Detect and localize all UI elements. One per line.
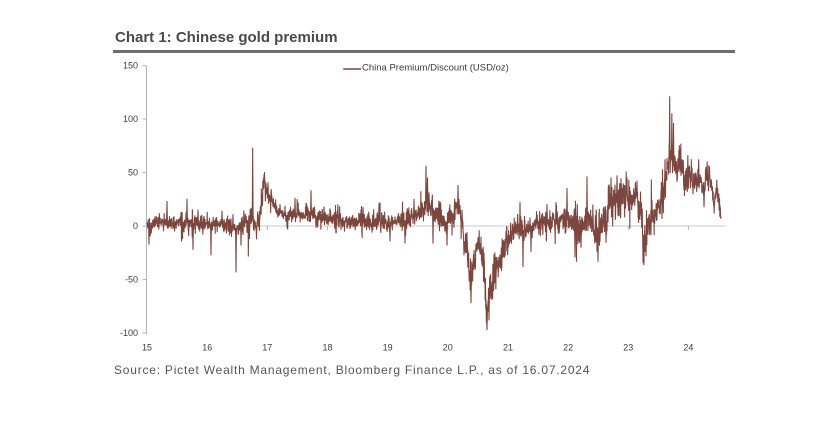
svg-text:22: 22 <box>563 342 573 352</box>
svg-text:21: 21 <box>503 342 513 352</box>
svg-text:-100: -100 <box>120 328 138 338</box>
svg-text:150: 150 <box>123 61 138 71</box>
svg-text:23: 23 <box>623 342 633 352</box>
svg-text:20: 20 <box>443 342 453 352</box>
svg-text:24: 24 <box>683 342 693 352</box>
svg-text:100: 100 <box>123 114 138 124</box>
svg-text:19: 19 <box>383 342 393 352</box>
svg-text:16: 16 <box>202 342 212 352</box>
svg-text:China Premium/Discount (USD/oz: China Premium/Discount (USD/oz) <box>362 63 509 74</box>
svg-text:50: 50 <box>128 168 138 178</box>
svg-text:17: 17 <box>262 342 272 352</box>
svg-text:0: 0 <box>133 221 138 231</box>
svg-text:15: 15 <box>142 342 152 352</box>
svg-text:-50: -50 <box>125 274 138 284</box>
svg-text:18: 18 <box>322 342 332 352</box>
